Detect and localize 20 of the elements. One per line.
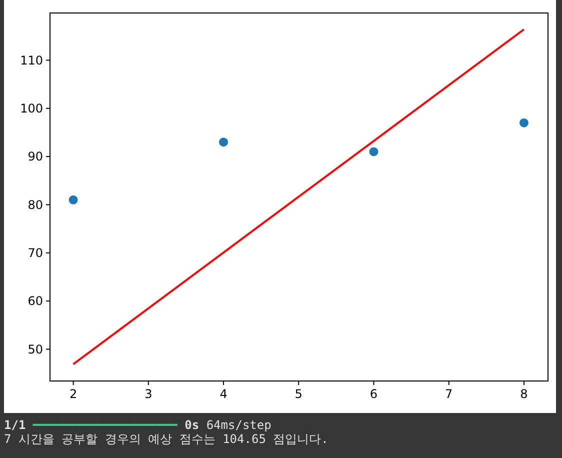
point [68,195,78,204]
x-tick-label: 4 [220,387,228,401]
point [369,147,378,156]
x-tick-label: 6 [370,387,378,401]
y-tick-label: 90 [28,150,43,164]
text: 7 시간을 공부할 경우의 예상 점수는 104.65 점입니다. [4,432,328,446]
y-tick-label: 100 [20,102,43,116]
y-tick-label: 70 [28,246,43,260]
y-tick-label: 50 [28,342,43,356]
y-tick-label: 60 [28,294,43,308]
point [219,138,228,147]
x-tick-label: 8 [520,387,528,401]
point [519,118,528,128]
y-tick-label: 110 [20,53,43,68]
x-tick-label: 3 [144,387,152,401]
y-tick-label: 80 [28,198,43,212]
x-tick-label: 5 [294,387,302,401]
text: 1/1 ━━━━━━━━━━━━━━━━━━━━ 0s 64ms/step [4,418,272,432]
x-tick-label: 2 [69,387,78,401]
x-tick-label: 7 [445,387,453,401]
